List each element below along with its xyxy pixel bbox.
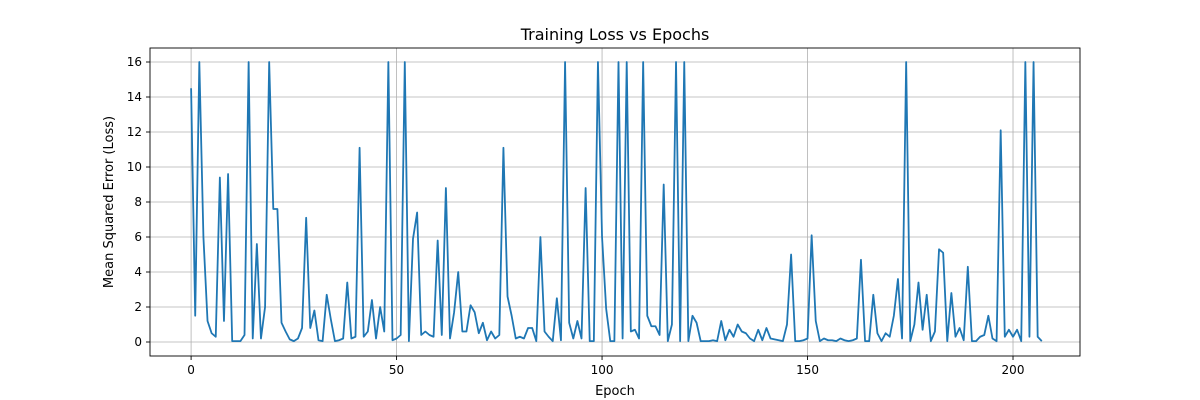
- y-tick-label-5: 10: [127, 160, 142, 174]
- y-tick-label-1: 2: [134, 300, 142, 314]
- x-tick-label-0: 0: [187, 363, 195, 377]
- y-tick-label-2: 4: [134, 265, 142, 279]
- loss-series-line: [190, 61, 1043, 343]
- y-tick-label-3: 6: [134, 230, 142, 244]
- x-tick-label-4: 200: [1002, 363, 1025, 377]
- y-tick-label-4: 8: [134, 195, 142, 209]
- x-tick-label-3: 150: [796, 363, 819, 377]
- y-tick-label-6: 12: [127, 125, 142, 139]
- y-axis-label: Mean Squared Error (Loss): [102, 116, 117, 288]
- y-tick-label-8: 16: [127, 55, 142, 69]
- series-layer: [190, 61, 1043, 343]
- x-tick-label-2: 100: [591, 363, 614, 377]
- y-tick-label-0: 0: [134, 335, 142, 349]
- x-tick-label-1: 50: [389, 363, 404, 377]
- y-tick-label-7: 14: [127, 90, 142, 104]
- axes-layer: 0 50 100 150 200 0 2 4 6 8 10 12 14 16: [127, 47, 1081, 377]
- x-axis-label: Epoch: [595, 384, 635, 399]
- chart-title: Training Loss vs Epochs: [520, 25, 710, 44]
